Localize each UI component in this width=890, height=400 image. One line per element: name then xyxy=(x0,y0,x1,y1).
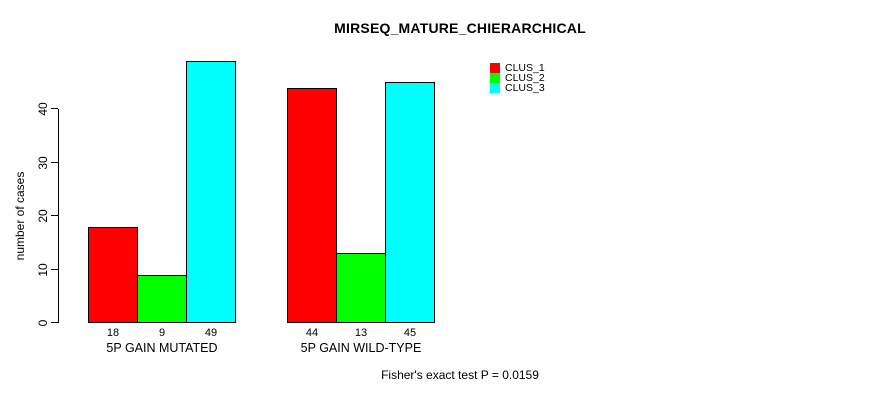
category-label: 5P GAIN MUTATED xyxy=(106,341,218,355)
legend-item-clus_3: CLUS_3 xyxy=(490,83,545,93)
legend: CLUS_1 CLUS_2 CLUS_3 xyxy=(490,63,545,93)
bar-value-label: 49 xyxy=(204,327,218,339)
bar-clus_1-group2 xyxy=(287,88,337,323)
chart-title: MIRSEQ_MATURE_CHIERARCHICAL xyxy=(334,20,586,36)
legend-label: CLUS_3 xyxy=(505,82,545,94)
bar-value-label: 13 xyxy=(354,327,368,339)
y-tick-label: 20 xyxy=(36,208,50,223)
y-tick-label: 30 xyxy=(36,155,50,170)
y-tick-mark xyxy=(51,215,58,216)
bar-clus_1-group1 xyxy=(88,227,138,323)
legend-swatch xyxy=(490,83,500,93)
bar-clus_3-group1 xyxy=(186,61,236,323)
y-tick-mark xyxy=(51,322,58,323)
y-axis-line xyxy=(58,109,59,323)
y-tick-mark xyxy=(51,162,58,163)
y-tick-mark xyxy=(51,269,58,270)
legend-item-clus_1: CLUS_1 xyxy=(490,63,545,73)
legend-swatch xyxy=(490,73,500,83)
y-tick-mark xyxy=(51,108,58,109)
y-tick-label: 40 xyxy=(36,101,50,116)
y-tick-label: 10 xyxy=(36,262,50,277)
y-axis-label: number of cases xyxy=(13,171,27,261)
bar-value-label: 9 xyxy=(158,327,166,339)
bar-clus_3-group2 xyxy=(385,82,435,323)
bar-value-label: 44 xyxy=(305,327,319,339)
y-tick-label: 0 xyxy=(36,319,50,326)
bar-value-label: 18 xyxy=(106,327,120,339)
legend-label: CLUS_1 xyxy=(505,62,545,74)
legend-swatch xyxy=(490,63,500,73)
annotation-fisher-test: Fisher's exact test P = 0.0159 xyxy=(381,368,539,382)
category-label: 5P GAIN WILD-TYPE xyxy=(300,341,422,355)
bar-clus_2-group1 xyxy=(137,275,187,323)
bar-clus_2-group2 xyxy=(336,253,386,323)
legend-label: CLUS_2 xyxy=(505,72,545,84)
bar-value-label: 45 xyxy=(403,327,417,339)
legend-item-clus_2: CLUS_2 xyxy=(490,73,545,83)
